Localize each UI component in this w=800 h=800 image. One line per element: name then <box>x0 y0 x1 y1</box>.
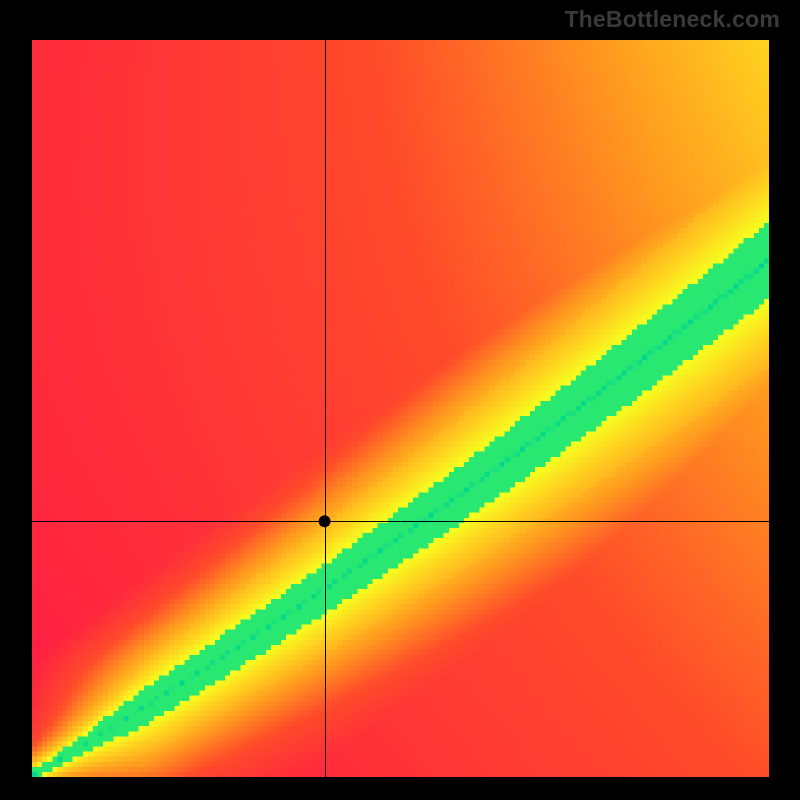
chart-root: { "watermark": "TheBottleneck.com", "can… <box>0 0 800 800</box>
crosshair-overlay <box>32 40 769 777</box>
watermark-text: TheBottleneck.com <box>564 6 780 33</box>
